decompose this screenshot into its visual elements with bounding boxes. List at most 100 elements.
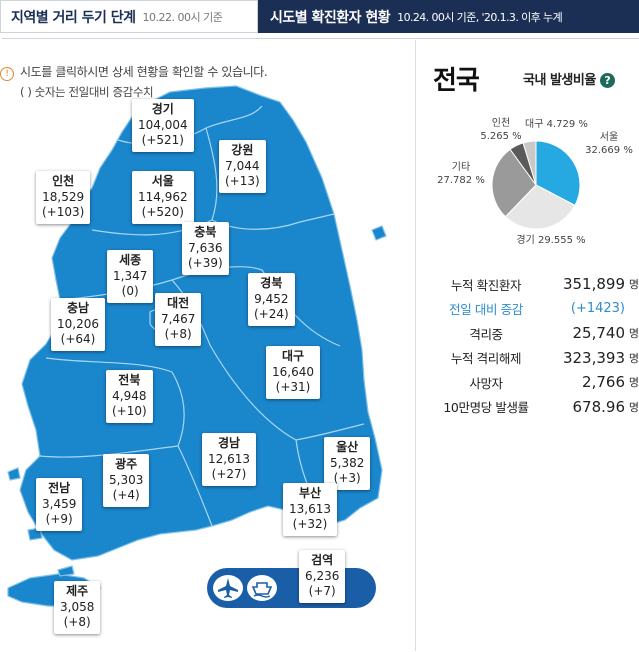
- region-name: 충남: [66, 301, 90, 315]
- content-frame: [2, 38, 639, 652]
- region-gyeongbuk[interactable]: 경북 9,452 (+24): [248, 273, 295, 326]
- region-change: (+31): [275, 380, 311, 394]
- stat-unit: 명: [628, 278, 639, 292]
- region-quarantine[interactable]: 검역 6,236 (+7): [299, 550, 346, 603]
- airplane-icon: [213, 575, 243, 601]
- ratio-pie-chart: 서울 32.669 % 경기 29.555 % 기타 27.782 % 인천 5.265 %…: [437, 117, 633, 246]
- stat-label: 전일 대비 증감: [449, 302, 523, 318]
- region-daejeon[interactable]: 대전 7,467 (+8): [155, 293, 202, 346]
- region-jeju[interactable]: 제주 3,058 (+8): [54, 581, 101, 634]
- pie-slice: [491, 148, 537, 218]
- notice-sub: ( ) 숫자는 전일대비 증감수치: [20, 85, 154, 99]
- island-shape: [57, 565, 75, 577]
- region-change: (+10): [112, 404, 147, 418]
- region-total: 6,236: [305, 568, 340, 583]
- region-total: 7,467: [161, 311, 196, 326]
- region-change: (+521): [141, 133, 184, 147]
- tab-distance-date: 10.22. 00시 기준: [142, 10, 223, 24]
- region-name: 제주: [66, 584, 89, 598]
- region-gangwon[interactable]: 강원 7,044 (+13): [219, 140, 266, 193]
- stat-unit: 명: [628, 327, 639, 341]
- region-name: 광주: [115, 457, 138, 471]
- tab-confirmed-title: 시도별 확진환자 현황: [270, 9, 391, 26]
- region-change: (+103): [42, 205, 85, 219]
- tab-confirmed-status[interactable]: 시도별 확진환자 현황 10.24. 00시 기준, '20.1.3. 이후 누…: [258, 0, 639, 33]
- region-chungnam[interactable]: 충남 10,206 (+64): [51, 298, 105, 351]
- stat-row: 사망자 2,766 명: [433, 370, 639, 395]
- region-jeonnam[interactable]: 전남 3,459 (+9): [36, 478, 83, 531]
- region-change: (0): [121, 284, 139, 298]
- stat-row: 누적 격리해제 323,393 명: [433, 346, 639, 371]
- region-total: 10,206: [57, 316, 99, 331]
- region-change: (+8): [164, 327, 192, 341]
- region-name: 경남: [217, 436, 241, 450]
- region-daegu[interactable]: 대구 16,640 (+31): [266, 346, 320, 399]
- region-name: 세종: [119, 253, 142, 267]
- region-name: 대구: [281, 349, 305, 363]
- quarantine-button[interactable]: [207, 568, 376, 608]
- stat-value: (+1423): [570, 301, 625, 317]
- region-jeonbuk[interactable]: 전북 4,948 (+10): [106, 370, 153, 423]
- stat-row: 격리중 25,740 명: [433, 321, 639, 346]
- stat-label: 누적 확진환자: [450, 277, 522, 293]
- region-sejong[interactable]: 세종 1,347 (0): [107, 250, 154, 303]
- border-line: [209, 344, 365, 441]
- region-name: 전북: [118, 373, 141, 387]
- ratio-label-wrap: 국내 발생비율?: [523, 69, 615, 88]
- stat-value: 323,393: [562, 348, 625, 367]
- region-name: 부산: [298, 486, 322, 500]
- island-shape: [371, 225, 387, 241]
- stat-label: 10만명당 발생률: [443, 400, 529, 416]
- korea-map: [7, 85, 387, 607]
- stat-value: 351,899: [562, 275, 625, 294]
- region-ulsan[interactable]: 울산 5,382 (+3): [324, 437, 371, 490]
- region-name: 경기: [151, 102, 174, 116]
- pie-label: 대구 4.729 %: [525, 118, 588, 130]
- region-total: 114,962: [138, 189, 188, 204]
- tab-distance-title: 지역별 거리 두기 단계: [11, 9, 136, 26]
- region-total: 3,058: [60, 599, 95, 614]
- stat-row: 전일 대비 증감 (+1423): [433, 297, 639, 322]
- stat-value: 2,766: [582, 373, 625, 392]
- pie-slice: [522, 140, 537, 186]
- pie-label: 경기 29.555 %: [516, 233, 585, 246]
- region-change: (+39): [188, 256, 223, 270]
- region-name: 대전: [167, 296, 190, 310]
- stat-value: 25,740: [572, 324, 626, 343]
- region-total: 5,382: [330, 455, 365, 470]
- border-line: [205, 127, 335, 230]
- stat-unit: 명: [628, 351, 639, 365]
- stat-label: 격리중: [469, 326, 503, 342]
- region-gwangju[interactable]: 광주 5,303 (+4): [103, 454, 150, 507]
- tab-bar: 지역별 거리 두기 단계 10.22. 00시 기준 시도별 확진환자 현황 1…: [0, 0, 639, 33]
- region-change: (+32): [292, 517, 328, 531]
- region-change: (+13): [225, 174, 260, 188]
- region-seoul[interactable]: 서울 114,962 (+520): [132, 171, 194, 224]
- pie-label: 서울 32.669 %: [585, 131, 633, 156]
- notice-text: 시도를 클릭하시면 상세 현황을 확인할 수 있습니다.: [20, 65, 268, 79]
- region-total: 13,613: [289, 501, 331, 516]
- region-change: (+4): [112, 488, 140, 502]
- stat-label: 누적 격리해제: [450, 351, 522, 367]
- question-icon[interactable]: ?: [599, 73, 615, 88]
- region-chungbuk[interactable]: 충북 7,636 (+39): [182, 222, 229, 275]
- region-total: 7,044: [225, 158, 260, 173]
- region-change: (+64): [60, 332, 96, 346]
- region-gyeonggi[interactable]: 경기 104,004 (+521): [132, 99, 194, 152]
- tab-distance-level[interactable]: 지역별 거리 두기 단계 10.22. 00시 기준: [0, 0, 258, 33]
- region-gyeongnam[interactable]: 경남 12,613 (+27): [202, 433, 256, 486]
- region-name: 인천: [52, 174, 75, 188]
- region-busan[interactable]: 부산 13,613 (+32): [283, 483, 337, 536]
- stat-row: 누적 확진환자 351,899 명: [433, 272, 639, 297]
- tab-confirmed-date: 10.24. 00시 기준, '20.1.3. 이후 누계: [397, 10, 563, 24]
- ratio-label: 국내 발생비율: [523, 73, 596, 88]
- region-incheon[interactable]: 인천 18,529 (+103): [36, 171, 91, 224]
- region-change: (+520): [141, 205, 184, 219]
- national-stats: 누적 확진환자 351,899 명 전일 대비 증감 (+1423) 격리중 2…: [433, 272, 639, 419]
- region-name: 경북: [260, 276, 283, 290]
- border-line: [177, 445, 213, 527]
- stat-row: 10만명당 발생률 678.96 명: [433, 395, 639, 420]
- region-total: 9,452: [254, 291, 289, 306]
- region-change: (+7): [308, 584, 336, 598]
- region-change: (+9): [45, 512, 73, 526]
